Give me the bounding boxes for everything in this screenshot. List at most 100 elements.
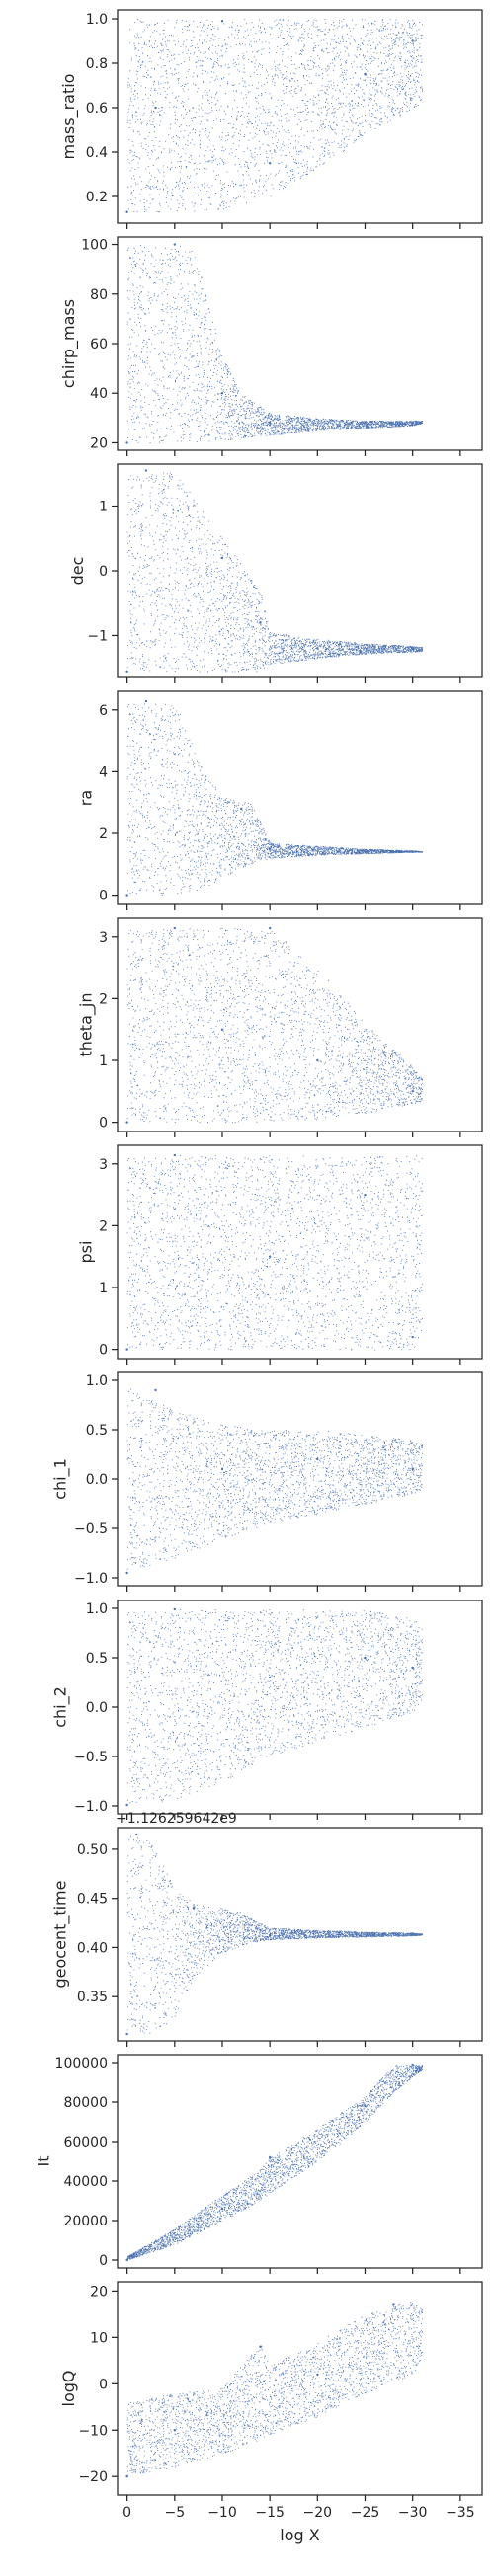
data-point <box>268 847 272 850</box>
data-point <box>173 926 177 930</box>
data-point <box>125 1803 128 1807</box>
y-tick-label: 0 <box>99 1116 108 1132</box>
data-point <box>220 1028 224 1031</box>
point-cloud <box>125 2302 424 2478</box>
axes-frame <box>117 2054 483 2269</box>
panel-group: 0.20.40.60.81.0mass_ratio20406080100chir… <box>34 9 483 2521</box>
axis-offset-label: +1.126259642e9 <box>116 1811 237 1827</box>
point-cloud <box>125 699 424 897</box>
data-point <box>259 2345 262 2348</box>
x-tick-label: −35 <box>446 2505 475 2521</box>
panel-chirp_mass: 20 40 60 80 100 chirp_mass <box>59 236 483 456</box>
y-tick-label: 1.0 <box>86 12 108 28</box>
y-axis-label: dec <box>68 557 87 585</box>
y-tick-label: 0.4 <box>86 145 108 161</box>
data-point <box>125 1571 128 1575</box>
data-point <box>316 2373 319 2377</box>
scatter-points <box>126 19 424 213</box>
y-tick-label: 0.0 <box>86 1700 108 1716</box>
y-axis-label: mass_ratio <box>59 74 79 160</box>
x-axis-label: log X <box>280 2526 319 2544</box>
data-point <box>392 2303 395 2306</box>
y-axis-label: theta_jn <box>76 993 96 1057</box>
y-tick-label: 40 <box>90 386 108 402</box>
axes-frame <box>117 2281 483 2496</box>
scatter-points <box>126 703 424 896</box>
data-point <box>316 647 319 650</box>
axes-frame <box>117 236 483 451</box>
data-point <box>173 243 177 246</box>
data-point <box>154 106 157 110</box>
panel-ra: 0 2 4 6 ra <box>76 690 483 910</box>
y-tick-label: 0.50 <box>77 1842 108 1858</box>
axes-frame <box>117 463 483 678</box>
point-cloud <box>125 243 424 444</box>
y-tick-label: 100 <box>81 238 108 254</box>
data-point <box>173 1153 177 1157</box>
panel-geocent_time: 0.35 0.40 0.45 0.50 geocent_time +1.126259642… <box>51 1811 483 2047</box>
panel-psi: 0 1 2 3 psi <box>76 1144 483 1365</box>
y-tick-label: 3 <box>99 930 108 946</box>
y-axis-label: psi <box>76 1241 95 1264</box>
data-point <box>364 850 367 853</box>
data-point <box>364 2104 367 2108</box>
y-tick-label: 0 <box>99 2253 108 2269</box>
panel-chi_1: −1.0 −0.5 0.0 0.5 1.0 chi_1 <box>51 1371 483 1592</box>
axes-frame <box>117 690 483 905</box>
scatter-points <box>126 928 424 1124</box>
data-point <box>173 1607 177 1611</box>
data-point <box>268 1934 272 1937</box>
data-point <box>316 1457 319 1461</box>
axes-frame <box>117 1371 483 1587</box>
y-tick-label: 2 <box>99 1218 108 1234</box>
y-tick-label: 2 <box>99 826 108 842</box>
data-point <box>268 422 272 425</box>
y-axis-label: logQ <box>59 2371 78 2407</box>
data-point <box>411 1090 414 1093</box>
y-tick-label: 60000 <box>63 2135 108 2150</box>
axes-frame <box>117 9 483 224</box>
panel-logQ: −20 −10 0 10 20 0 −5 −10 −15 −20 −25 −30 −35 logQ <box>59 2281 483 2521</box>
y-axis-label: ra <box>76 790 95 806</box>
x-tick-label: −25 <box>351 2505 380 2521</box>
data-point <box>220 392 224 395</box>
y-tick-label: 20000 <box>63 2214 108 2229</box>
y-tick-label: 0 <box>99 2377 108 2392</box>
y-tick-label: 1.0 <box>86 1601 108 1617</box>
y-tick-label: 80 <box>90 287 108 303</box>
data-point <box>411 2063 414 2067</box>
panel-It: 0 20000 40000 60000 80000 100000 It <box>34 2054 483 2274</box>
y-tick-label: 0.5 <box>86 1651 108 1667</box>
y-tick-label: 20 <box>90 2284 108 2300</box>
data-point <box>192 1907 196 1910</box>
y-tick-label: 0.40 <box>77 1940 108 1956</box>
data-point <box>144 699 148 703</box>
data-point <box>144 469 148 472</box>
panel-chi_2: −1.0 −0.5 0.0 0.5 1.0 chi_2 <box>51 1600 483 1820</box>
y-tick-label: 0.45 <box>77 1892 108 1908</box>
y-tick-label: −0.5 <box>74 1750 108 1765</box>
scatter-points <box>126 1609 424 1804</box>
x-tick-label: −30 <box>398 2505 428 2521</box>
y-tick-label: 60 <box>90 337 108 352</box>
point-cloud <box>125 1388 424 1575</box>
data-point <box>364 73 367 76</box>
scatter-points <box>126 2065 424 2261</box>
y-tick-label: 0.8 <box>86 56 108 72</box>
y-tick-label: 0.35 <box>77 1990 108 2005</box>
data-point <box>411 39 414 42</box>
data-point <box>411 1666 414 1670</box>
x-tick-label: −15 <box>255 2505 285 2521</box>
y-tick-label: 1.0 <box>86 1373 108 1389</box>
y-tick-label: −1.0 <box>74 1799 108 1815</box>
data-point <box>411 1932 414 1935</box>
data-point <box>125 894 128 897</box>
y-tick-label: 0.2 <box>86 190 108 205</box>
point-cloud <box>125 1833 424 2036</box>
y-tick-label: −0.5 <box>74 1522 108 1537</box>
axes-frame <box>117 1144 483 1360</box>
y-axis-label: It <box>34 2156 52 2167</box>
panel-theta_jn: 0 1 2 3 theta_jn <box>76 917 483 1137</box>
data-point <box>135 1833 138 1836</box>
